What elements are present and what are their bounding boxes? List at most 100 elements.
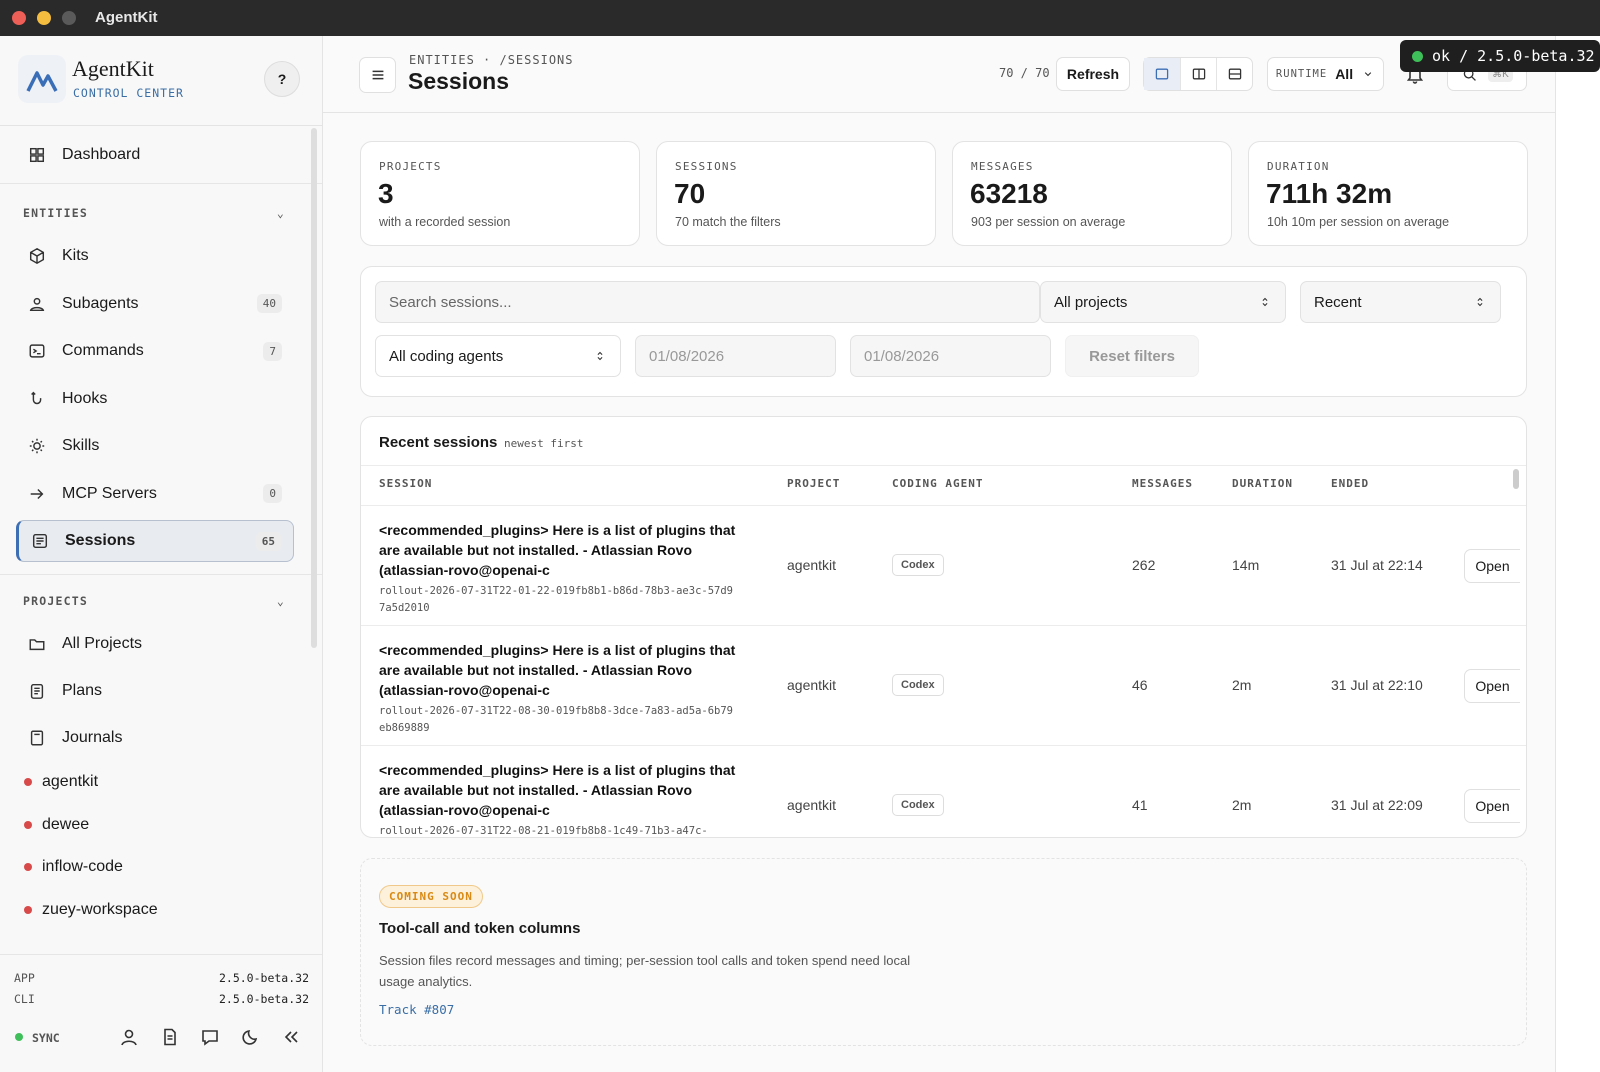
view-option[interactable]: [1144, 58, 1180, 90]
agent-chip: Codex: [892, 794, 944, 816]
session-row[interactable]: <recommended_plugins> Here is a list of …: [361, 626, 1526, 746]
open-button[interactable]: Open: [1464, 669, 1520, 703]
session-cell: <recommended_plugins> Here is a list of …: [379, 760, 739, 837]
date-to[interactable]: 01/08/2026: [850, 335, 1051, 377]
icon: [1155, 68, 1169, 80]
nav-item[interactable]: Commands 7: [16, 330, 294, 372]
stat-card: MESSAGES 63218 903 per session on average: [952, 141, 1232, 246]
view-toggle[interactable]: [1143, 57, 1253, 91]
project-link[interactable]: agentkit: [24, 773, 98, 791]
zoom-button[interactable]: [62, 11, 76, 25]
nav-item[interactable]: Hooks: [16, 378, 294, 420]
nav-item[interactable]: Journals: [16, 717, 294, 759]
sidebar-footer: APP 2.5.0-beta.32 CLI 2.5.0-beta.32 SYNC: [0, 954, 322, 1072]
footer-button[interactable]: [160, 1027, 180, 1047]
section-header[interactable]: ENTITIES ⌄: [23, 206, 285, 220]
minimize-button[interactable]: [37, 11, 51, 25]
project-link[interactable]: zuey-workspace: [24, 901, 158, 919]
messages-cell: 262: [1132, 557, 1156, 573]
column-header: ENDED: [1331, 477, 1370, 490]
duration-cell: 2m: [1232, 677, 1252, 693]
view-option[interactable]: [1180, 58, 1216, 90]
view-option[interactable]: [1216, 58, 1252, 90]
project-link[interactable]: dewee: [24, 816, 89, 834]
stat-value: 63218: [970, 178, 1048, 209]
help-button[interactable]: ?: [264, 61, 300, 97]
close-button[interactable]: [12, 11, 26, 25]
open-button[interactable]: Open: [1464, 549, 1520, 583]
coming-soon-text: Session files record messages and timing…: [379, 953, 911, 989]
status-badge: ok / 2.5.0-beta.32: [1400, 40, 1600, 72]
coming-soon-link[interactable]: Track #807: [379, 1002, 455, 1017]
nav-label: Kits: [62, 247, 89, 264]
nav-item[interactable]: Plans: [16, 670, 294, 712]
icon: [30, 683, 44, 699]
session-title: <recommended_plugins> Here is a list of …: [379, 642, 736, 698]
icon: [1228, 68, 1241, 80]
brand-subtitle: CONTROL CENTER: [73, 86, 184, 100]
nav-item[interactable]: Kits: [16, 235, 294, 277]
divider: [0, 574, 322, 575]
icon: [163, 1028, 176, 1046]
right-gutter: [1555, 36, 1600, 1072]
runtime-select[interactable]: RUNTIME All: [1267, 57, 1384, 91]
icon: [29, 297, 45, 311]
top-bar: ENTITIES · /SESSIONS Sessions 70 / 70 Refre…: [323, 36, 1555, 113]
sync-label: SYNC: [32, 1031, 60, 1045]
icon: [202, 1030, 218, 1046]
nav-item[interactable]: Sessions 65: [16, 520, 294, 562]
search-input[interactable]: Search sessions...: [375, 281, 1040, 323]
footer-button[interactable]: [281, 1027, 301, 1047]
nav-label: Skills: [62, 437, 100, 454]
open-button[interactable]: Open: [1464, 789, 1520, 823]
menu-button[interactable]: [359, 57, 396, 93]
logo: [18, 55, 66, 103]
agent-cell: Codex: [892, 506, 944, 624]
section-header[interactable]: PROJECTS ⌄: [23, 594, 285, 608]
nav-label: Plans: [62, 682, 103, 699]
project-link[interactable]: inflow-code: [24, 858, 123, 876]
section-title: PROJECTS: [23, 594, 88, 608]
brand: AgentKit CONTROL CENTER?: [0, 36, 322, 126]
section-title: ENTITIES: [23, 206, 88, 220]
runtime-label: RUNTIME: [1275, 68, 1328, 80]
footer-button[interactable]: [119, 1027, 139, 1047]
refresh-button[interactable]: Refresh: [1056, 57, 1130, 91]
nav-dashboard[interactable]: Dashboard: [16, 134, 294, 176]
sidebar: AgentKit CONTROL CENTER? Dashboard ENTITIES…: [0, 36, 323, 1072]
session-title: <recommended_plugins> Here is a list of …: [379, 762, 736, 818]
footer-button[interactable]: [200, 1027, 220, 1047]
project-select[interactable]: All projects: [1040, 281, 1286, 323]
nav-count: 40: [256, 294, 282, 313]
session-cell: <recommended_plugins> Here is a list of …: [379, 520, 739, 617]
nav-item[interactable]: All Projects: [16, 623, 294, 665]
date-from[interactable]: 01/08/2026: [635, 335, 836, 377]
session-row[interactable]: <recommended_plugins> Here is a list of …: [361, 746, 1526, 837]
icon: [1477, 297, 1483, 307]
nav-count: 65: [255, 531, 281, 551]
stat-label: SESSIONS: [675, 160, 738, 173]
reset-filters[interactable]: Reset filters: [1065, 335, 1199, 377]
stat-value: 70: [674, 178, 706, 209]
column-header: SESSION: [379, 477, 433, 490]
table-subtitle: newest first: [504, 437, 584, 450]
nav-item[interactable]: MCP Servers 0: [16, 473, 294, 515]
stat-card: DURATION 711h 32m 10h 10m per session on a…: [1248, 141, 1528, 246]
agent-select[interactable]: All coding agents: [375, 335, 621, 377]
nav-count: 0: [263, 484, 282, 503]
sort-select[interactable]: Recent: [1300, 281, 1501, 323]
footer-button[interactable]: [241, 1027, 261, 1047]
session-row[interactable]: <recommended_plugins> Here is a list of …: [361, 506, 1526, 626]
duration-cell: 2m: [1232, 797, 1252, 813]
version-label: CLI: [14, 992, 35, 1006]
nav-label: Commands: [62, 342, 144, 359]
nav-label: Dashboard: [62, 146, 141, 163]
agent-cell: Codex: [892, 746, 944, 837]
nav-count: 7: [263, 341, 282, 361]
duration-cell: 14m: [1232, 557, 1260, 573]
project-cell: agentkit: [787, 797, 837, 813]
nav-item[interactable]: Subagents 40: [16, 283, 294, 325]
nav-label: All Projects: [62, 635, 143, 652]
table-scrollbar: [1513, 469, 1519, 489]
nav-item[interactable]: Skills: [16, 425, 294, 467]
